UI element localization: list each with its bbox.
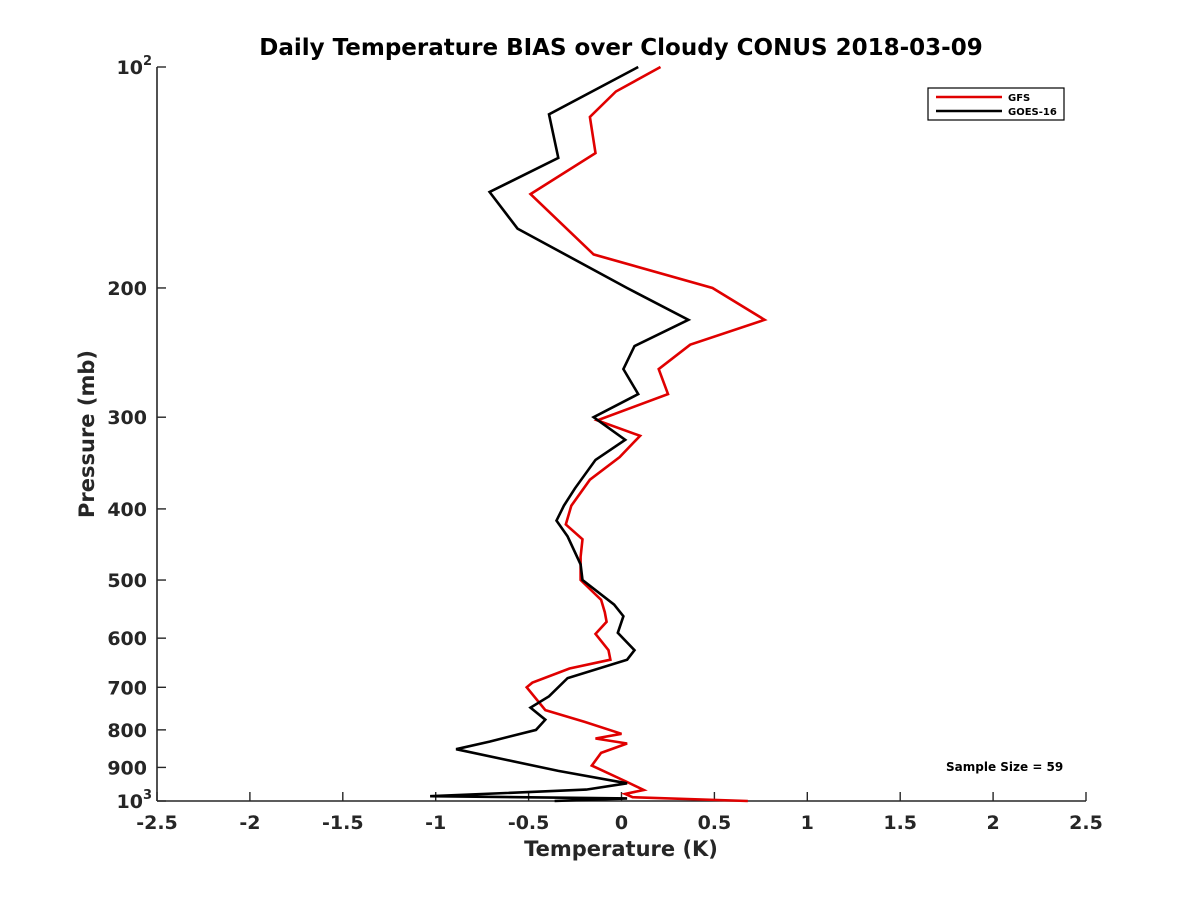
legend-label-gfs: GFS <box>1008 93 1030 104</box>
y-tick-label: 900 <box>107 757 147 779</box>
y-tick-label: 800 <box>107 720 147 742</box>
chart-title: Daily Temperature BIAS over Cloudy CONUS… <box>259 35 982 61</box>
y-tick-label: 600 <box>107 628 147 650</box>
series-line-goes-16 <box>430 65 692 803</box>
x-tick-label: 1 <box>801 812 814 834</box>
legend: GFS GOES-16 <box>927 87 1065 121</box>
x-tick-label: 2 <box>986 812 999 834</box>
x-tick-label: -2.5 <box>136 812 178 834</box>
legend-label-goes-16: GOES-16 <box>1008 107 1057 118</box>
y-tick-label: 102 <box>117 54 153 79</box>
x-tick-label: -1 <box>425 812 446 834</box>
x-tick-label: 0 <box>615 812 628 834</box>
sample-size-annotation: Sample Size = 59 <box>946 760 1063 774</box>
series-lines <box>430 65 768 803</box>
x-tick-label: 2.5 <box>1069 812 1103 834</box>
y-tick-label: 103 <box>117 788 153 813</box>
y-tick-label: 500 <box>107 570 147 592</box>
x-tick-label: -2 <box>239 812 260 834</box>
x-axis-label: Temperature (K) <box>524 837 718 861</box>
plot-area <box>156 67 1086 802</box>
series-line-gfs <box>524 65 768 803</box>
x-axis-ticks: -2.5 -2 -1.5 -1 -0.5 0 0.5 1 1.5 2 2.5 <box>136 792 1103 834</box>
x-tick-label: -0.5 <box>508 812 550 834</box>
x-tick-label: 0.5 <box>698 812 732 834</box>
y-tick-label: 700 <box>107 677 147 699</box>
x-tick-label: 1.5 <box>883 812 917 834</box>
y-axis-label: Pressure (mb) <box>75 350 99 518</box>
y-axis-ticks: 102 200 300 400 500 600 700 800 900 103 <box>107 54 166 813</box>
y-tick-label: 200 <box>107 278 147 300</box>
x-tick-label: -1.5 <box>322 812 364 834</box>
y-tick-label: 400 <box>107 499 147 521</box>
y-tick-label: 300 <box>107 407 147 429</box>
legend-box <box>927 87 1065 121</box>
